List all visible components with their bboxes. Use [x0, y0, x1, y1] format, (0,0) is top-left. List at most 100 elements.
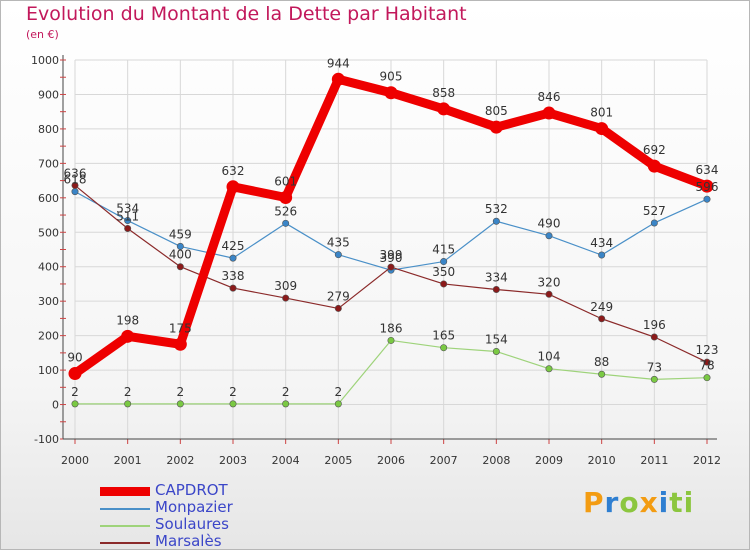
- data-label-monpazier: 459: [169, 227, 192, 241]
- point-monpazier: [124, 217, 132, 225]
- point-monpazier: [176, 242, 184, 250]
- data-label-capdrot: 634: [696, 163, 719, 177]
- y-tick-label: 400: [38, 261, 59, 274]
- y-tick-label: 300: [38, 295, 59, 308]
- legend-swatch: [100, 525, 150, 527]
- label-layer: 618 534 459 425 526 435 390 415 532 490 434 527 596 2…: [64, 56, 719, 399]
- point-monpazier: [492, 217, 500, 225]
- legend-label: Soulaures: [155, 515, 229, 533]
- x-tick-label: 2011: [640, 454, 668, 467]
- data-label-soulaures: 73: [647, 360, 662, 374]
- x-tick-label: 2000: [61, 454, 89, 467]
- data-label-monpazier: 527: [643, 204, 666, 218]
- legend-swatch: [100, 542, 150, 544]
- data-label-soulaures: 2: [335, 385, 343, 399]
- data-label-monpazier: 435: [327, 236, 350, 250]
- x-tick-label: 2004: [272, 454, 300, 467]
- data-label-marsal-s: 334: [485, 270, 508, 284]
- data-label-monpazier: 532: [485, 202, 508, 216]
- point-monpazier: [545, 232, 553, 240]
- data-label-monpazier: 534: [116, 202, 139, 216]
- data-label-soulaures: 104: [538, 350, 561, 364]
- legend-label: Monpazier: [155, 498, 233, 516]
- point-marsal-s: [545, 290, 553, 298]
- data-label-soulaures: 165: [432, 329, 455, 343]
- point-marsal-s: [176, 263, 184, 271]
- y-tick-label: 600: [38, 192, 59, 205]
- logo-letter: o: [619, 486, 640, 519]
- point-monpazier: [282, 219, 290, 227]
- legend-label: Marsalès: [155, 532, 222, 550]
- x-tick-label: 2012: [693, 454, 721, 467]
- data-label-soulaures: 2: [71, 385, 79, 399]
- point-capdrot: [647, 159, 661, 173]
- data-label-monpazier: 596: [696, 180, 719, 194]
- unit-note: (en €): [26, 28, 59, 41]
- data-label-marsal-s: 249: [590, 300, 613, 314]
- point-capdrot: [173, 337, 187, 351]
- point-marsal-s: [598, 315, 606, 323]
- point-soulaures: [334, 400, 342, 408]
- point-marsal-s: [387, 263, 395, 271]
- data-label-capdrot: 944: [327, 56, 350, 70]
- point-capdrot: [68, 367, 82, 381]
- x-tick-label: 2010: [588, 454, 616, 467]
- data-label-soulaures: 2: [177, 385, 185, 399]
- point-capdrot: [226, 180, 240, 194]
- legend-label: CAPDROT: [155, 481, 228, 499]
- series-layer: [68, 72, 714, 408]
- data-label-capdrot: 858: [432, 86, 455, 100]
- point-capdrot: [437, 102, 451, 116]
- point-soulaures: [650, 375, 658, 383]
- legend-swatch: [100, 487, 150, 496]
- y-tick-label: 700: [38, 157, 59, 170]
- point-capdrot: [121, 329, 135, 343]
- data-label-marsal-s: 636: [64, 166, 87, 180]
- point-monpazier: [334, 251, 342, 259]
- x-tick-label: 2008: [482, 454, 510, 467]
- point-marsal-s: [334, 304, 342, 312]
- point-marsal-s: [282, 294, 290, 302]
- point-soulaures: [440, 344, 448, 352]
- point-marsal-s: [650, 333, 658, 341]
- proxiti-logo: Proxiti: [583, 486, 694, 519]
- x-tick-label: 2002: [166, 454, 194, 467]
- point-soulaures: [229, 400, 237, 408]
- point-monpazier: [71, 188, 79, 196]
- logo-letter: P: [583, 486, 605, 519]
- data-label-marsal-s: 400: [169, 248, 192, 262]
- point-capdrot: [279, 190, 293, 204]
- x-tick-label: 2005: [324, 454, 352, 467]
- data-label-monpazier: 425: [222, 239, 245, 253]
- point-monpazier: [598, 251, 606, 259]
- logo-letter: i: [683, 486, 695, 519]
- data-label-marsal-s: 399: [380, 248, 403, 262]
- data-label-capdrot: 632: [222, 164, 245, 178]
- point-soulaures: [598, 370, 606, 378]
- data-label-soulaures: 78: [699, 359, 714, 373]
- data-label-capdrot: 198: [116, 313, 139, 327]
- logo-letter: r: [604, 486, 620, 519]
- y-tick-label: 1000: [31, 54, 59, 67]
- point-capdrot: [384, 86, 398, 100]
- logo-letter: t: [669, 486, 684, 519]
- axis-layer: -100 0 100 200 300 400 500 600 700 800 900 1000 2000…: [31, 54, 721, 467]
- data-label-soulaures: 2: [229, 385, 237, 399]
- point-monpazier: [229, 254, 237, 262]
- point-capdrot: [542, 106, 556, 120]
- point-soulaures: [492, 347, 500, 355]
- point-soulaures: [282, 400, 290, 408]
- data-label-soulaures: 2: [124, 385, 132, 399]
- point-marsal-s: [124, 224, 132, 232]
- data-label-capdrot: 805: [485, 104, 508, 118]
- data-label-marsal-s: 338: [222, 269, 245, 283]
- point-soulaures: [176, 400, 184, 408]
- y-tick-label: 0: [52, 399, 59, 412]
- x-tick-label: 2007: [430, 454, 458, 467]
- point-soulaures: [71, 400, 79, 408]
- y-tick-label: 800: [38, 123, 59, 136]
- point-monpazier: [440, 258, 448, 266]
- x-tick-label: 2003: [219, 454, 247, 467]
- data-label-capdrot: 846: [538, 90, 561, 104]
- data-label-marsal-s: 123: [696, 343, 719, 357]
